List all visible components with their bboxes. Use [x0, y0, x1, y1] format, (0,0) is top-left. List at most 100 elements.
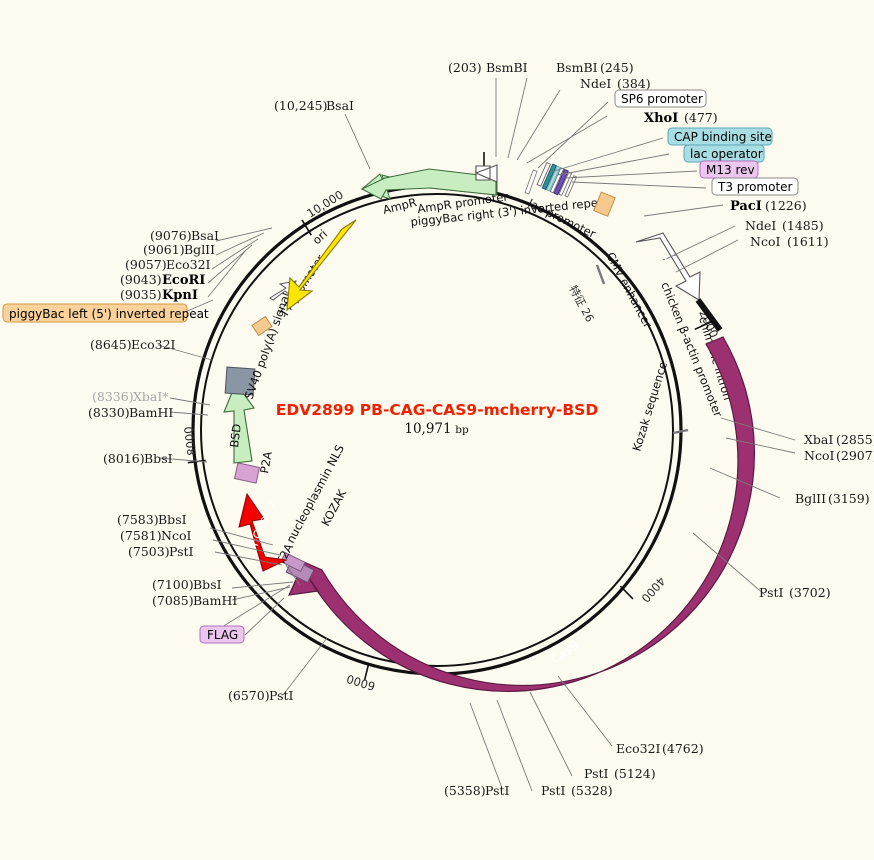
svg-text:SP6 promoter: SP6 promoter — [621, 92, 703, 106]
leader-lines — [157, 77, 796, 792]
svg-text:NdeI: NdeI — [745, 218, 776, 233]
svg-text:(7581): (7581) — [120, 528, 162, 543]
site-label-bglii-3159[interactable]: BglII (3159) — [795, 491, 870, 506]
svg-text:PacI: PacI — [730, 199, 762, 214]
svg-text:(8330): (8330) — [88, 405, 130, 420]
svg-text:(7583): (7583) — [117, 512, 159, 527]
svg-text:BbsI: BbsI — [158, 512, 187, 527]
site-label-ncoi-7581[interactable]: (7581) NcoI — [120, 528, 191, 543]
svg-text:BglII: BglII — [184, 242, 215, 257]
boxed-label-cap-binding-site[interactable]: CAP binding site — [667, 127, 773, 146]
boxed-label-piggybac-left[interactable]: piggyBac left (5') inverted repeat — [2, 303, 209, 323]
svg-text:FLAG: FLAG — [207, 628, 238, 642]
svg-text:(8645): (8645) — [90, 337, 132, 352]
feature-label-p2a: P2A — [257, 450, 275, 474]
svg-text:BsaI: BsaI — [326, 98, 354, 113]
site-label-kpni-9035[interactable]: (9035) KpnI — [120, 287, 198, 303]
site-label-bglii-9061[interactable]: (9061) BglII — [143, 242, 215, 257]
site-label-bamhi-8330[interactable]: (8330) BamHI — [88, 405, 173, 420]
svg-text:PstI: PstI — [269, 688, 294, 703]
svg-text:M13 rev: M13 rev — [706, 163, 755, 177]
site-label-bsmbi-203[interactable]: (203) BsmBI — [448, 60, 528, 75]
site-label-ecori-9043[interactable]: (9043) EcoRI — [120, 272, 205, 288]
svg-text:PstI: PstI — [169, 544, 194, 559]
site-label-ndei-1485[interactable]: NdeI (1485) — [745, 218, 824, 233]
site-label-ndei-384[interactable]: NdeI (384) — [580, 76, 651, 91]
site-label-xhoi-477[interactable]: XhoI (477) — [644, 110, 718, 126]
svg-text:(7503): (7503) — [128, 544, 170, 559]
svg-text:BamHI: BamHI — [193, 593, 237, 608]
svg-text:lac operator: lac operator — [690, 147, 763, 161]
svg-text:BglII: BglII — [795, 491, 826, 506]
svg-text:(1226): (1226) — [765, 198, 807, 213]
site-label-bbsi-7583[interactable]: (7583) BbsI — [117, 512, 187, 527]
svg-text:(7100): (7100) — [152, 577, 194, 592]
svg-text:PstI: PstI — [759, 585, 784, 600]
svg-text:BbsI: BbsI — [193, 577, 222, 592]
ruler-label: 8000 — [181, 426, 199, 457]
svg-text:KpnI: KpnI — [162, 288, 198, 303]
site-label-psti-6570[interactable]: (6570) PstI — [228, 688, 294, 703]
boxed-label-flag[interactable]: FLAG — [199, 625, 245, 644]
svg-text:NcoI: NcoI — [750, 234, 780, 249]
svg-text:(5358): (5358) — [444, 783, 486, 798]
site-label-bsmbi-245[interactable]: BsmBI (245) — [556, 60, 634, 75]
site-label-eco32i-8645[interactable]: (8645) Eco32I — [90, 337, 176, 352]
site-label-bsai-9076[interactable]: (9076) BsaI — [150, 228, 219, 243]
boxed-label-m13-rev[interactable]: M13 rev — [699, 160, 759, 179]
svg-text:BsmBI: BsmBI — [486, 60, 528, 75]
svg-text:PstI: PstI — [584, 766, 609, 781]
svg-text:XbaI*: XbaI* — [133, 389, 169, 404]
site-label-ncoi-2907[interactable]: NcoI (2907) — [804, 448, 874, 463]
site-label-eco32i-9057[interactable]: (9057) Eco32I — [125, 257, 211, 272]
svg-text:NcoI: NcoI — [161, 528, 191, 543]
site-label-psti-7503[interactable]: (7503) PstI — [128, 544, 194, 559]
svg-text:piggyBac left (5') inverted re: piggyBac left (5') inverted repeat — [9, 307, 209, 321]
site-label-paci-1226[interactable]: PacI (1226) — [730, 198, 807, 214]
svg-text:(8336): (8336) — [92, 389, 134, 404]
site-label-ncoi-1611[interactable]: NcoI (1611) — [750, 234, 829, 249]
site-label-xbai-2855[interactable]: XbaI (2855) — [804, 432, 874, 447]
feature-bsd[interactable]: BSD — [223, 381, 255, 464]
boxed-label-t3-promoter[interactable]: T3 promoter — [711, 177, 799, 196]
svg-text:(2855): (2855) — [836, 432, 874, 447]
svg-text:XbaI: XbaI — [804, 432, 833, 447]
svg-text:XhoI: XhoI — [644, 111, 678, 126]
svg-text:CAP binding site: CAP binding site — [674, 130, 772, 144]
svg-text:BbsI: BbsI — [144, 451, 173, 466]
svg-text:(384): (384) — [617, 76, 651, 91]
svg-text:(5124): (5124) — [614, 766, 656, 781]
feature-label-bsd: BSD — [227, 423, 244, 449]
svg-text:BsaI: BsaI — [191, 228, 219, 243]
boxed-label-lac-operator[interactable]: lac operator — [683, 144, 765, 163]
svg-text:(6570): (6570) — [228, 688, 270, 703]
plasmid-title-block: EDV2899 PB-CAG-CAS9-mcherry-BSD 10,971 b… — [276, 401, 599, 437]
site-label-xbai-8336[interactable]: (8336) XbaI* — [92, 389, 169, 404]
boxed-label-sp6-promoter[interactable]: SP6 promoter — [614, 89, 707, 108]
svg-text:BamHI: BamHI — [129, 405, 173, 420]
svg-text:PstI: PstI — [485, 783, 510, 798]
svg-text:(10,245): (10,245) — [274, 98, 328, 113]
svg-text:(1485): (1485) — [782, 218, 824, 233]
site-label-psti-5358[interactable]: (5358) PstI — [444, 783, 510, 798]
svg-text:(1611): (1611) — [787, 234, 829, 249]
site-label-psti-5328[interactable]: PstI (5328) — [541, 783, 613, 798]
site-label-psti-3702[interactable]: PstI (3702) — [759, 585, 831, 600]
site-label-bamhi-7085[interactable]: (7085) BamHI — [152, 593, 237, 608]
feature-p2a[interactable]: P2A — [233, 450, 275, 484]
plasmid-name: EDV2899 PB-CAG-CAS9-mcherry-BSD — [276, 401, 599, 419]
site-label-bbsi-7100[interactable]: (7100) BbsI — [152, 577, 222, 592]
svg-text:(3159): (3159) — [828, 491, 870, 506]
site-label-bbsi-8016[interactable]: (8016) BbsI — [103, 451, 173, 466]
site-label-psti-5124[interactable]: PstI (5124) — [584, 766, 656, 781]
site-label-eco32i-4762[interactable]: Eco32I (4762) — [616, 741, 704, 756]
svg-text:(477): (477) — [684, 110, 718, 125]
svg-text:T3 promoter: T3 promoter — [717, 180, 793, 194]
svg-text:(4762): (4762) — [662, 741, 704, 756]
site-label-bsai-10245[interactable]: (10,245) BsaI — [274, 98, 354, 113]
feature-ampr[interactable]: AmpR — [360, 168, 498, 217]
svg-text:Eco32I: Eco32I — [131, 337, 176, 352]
plasmid-length-unit: bp — [455, 424, 469, 436]
svg-text:NcoI: NcoI — [804, 448, 834, 463]
